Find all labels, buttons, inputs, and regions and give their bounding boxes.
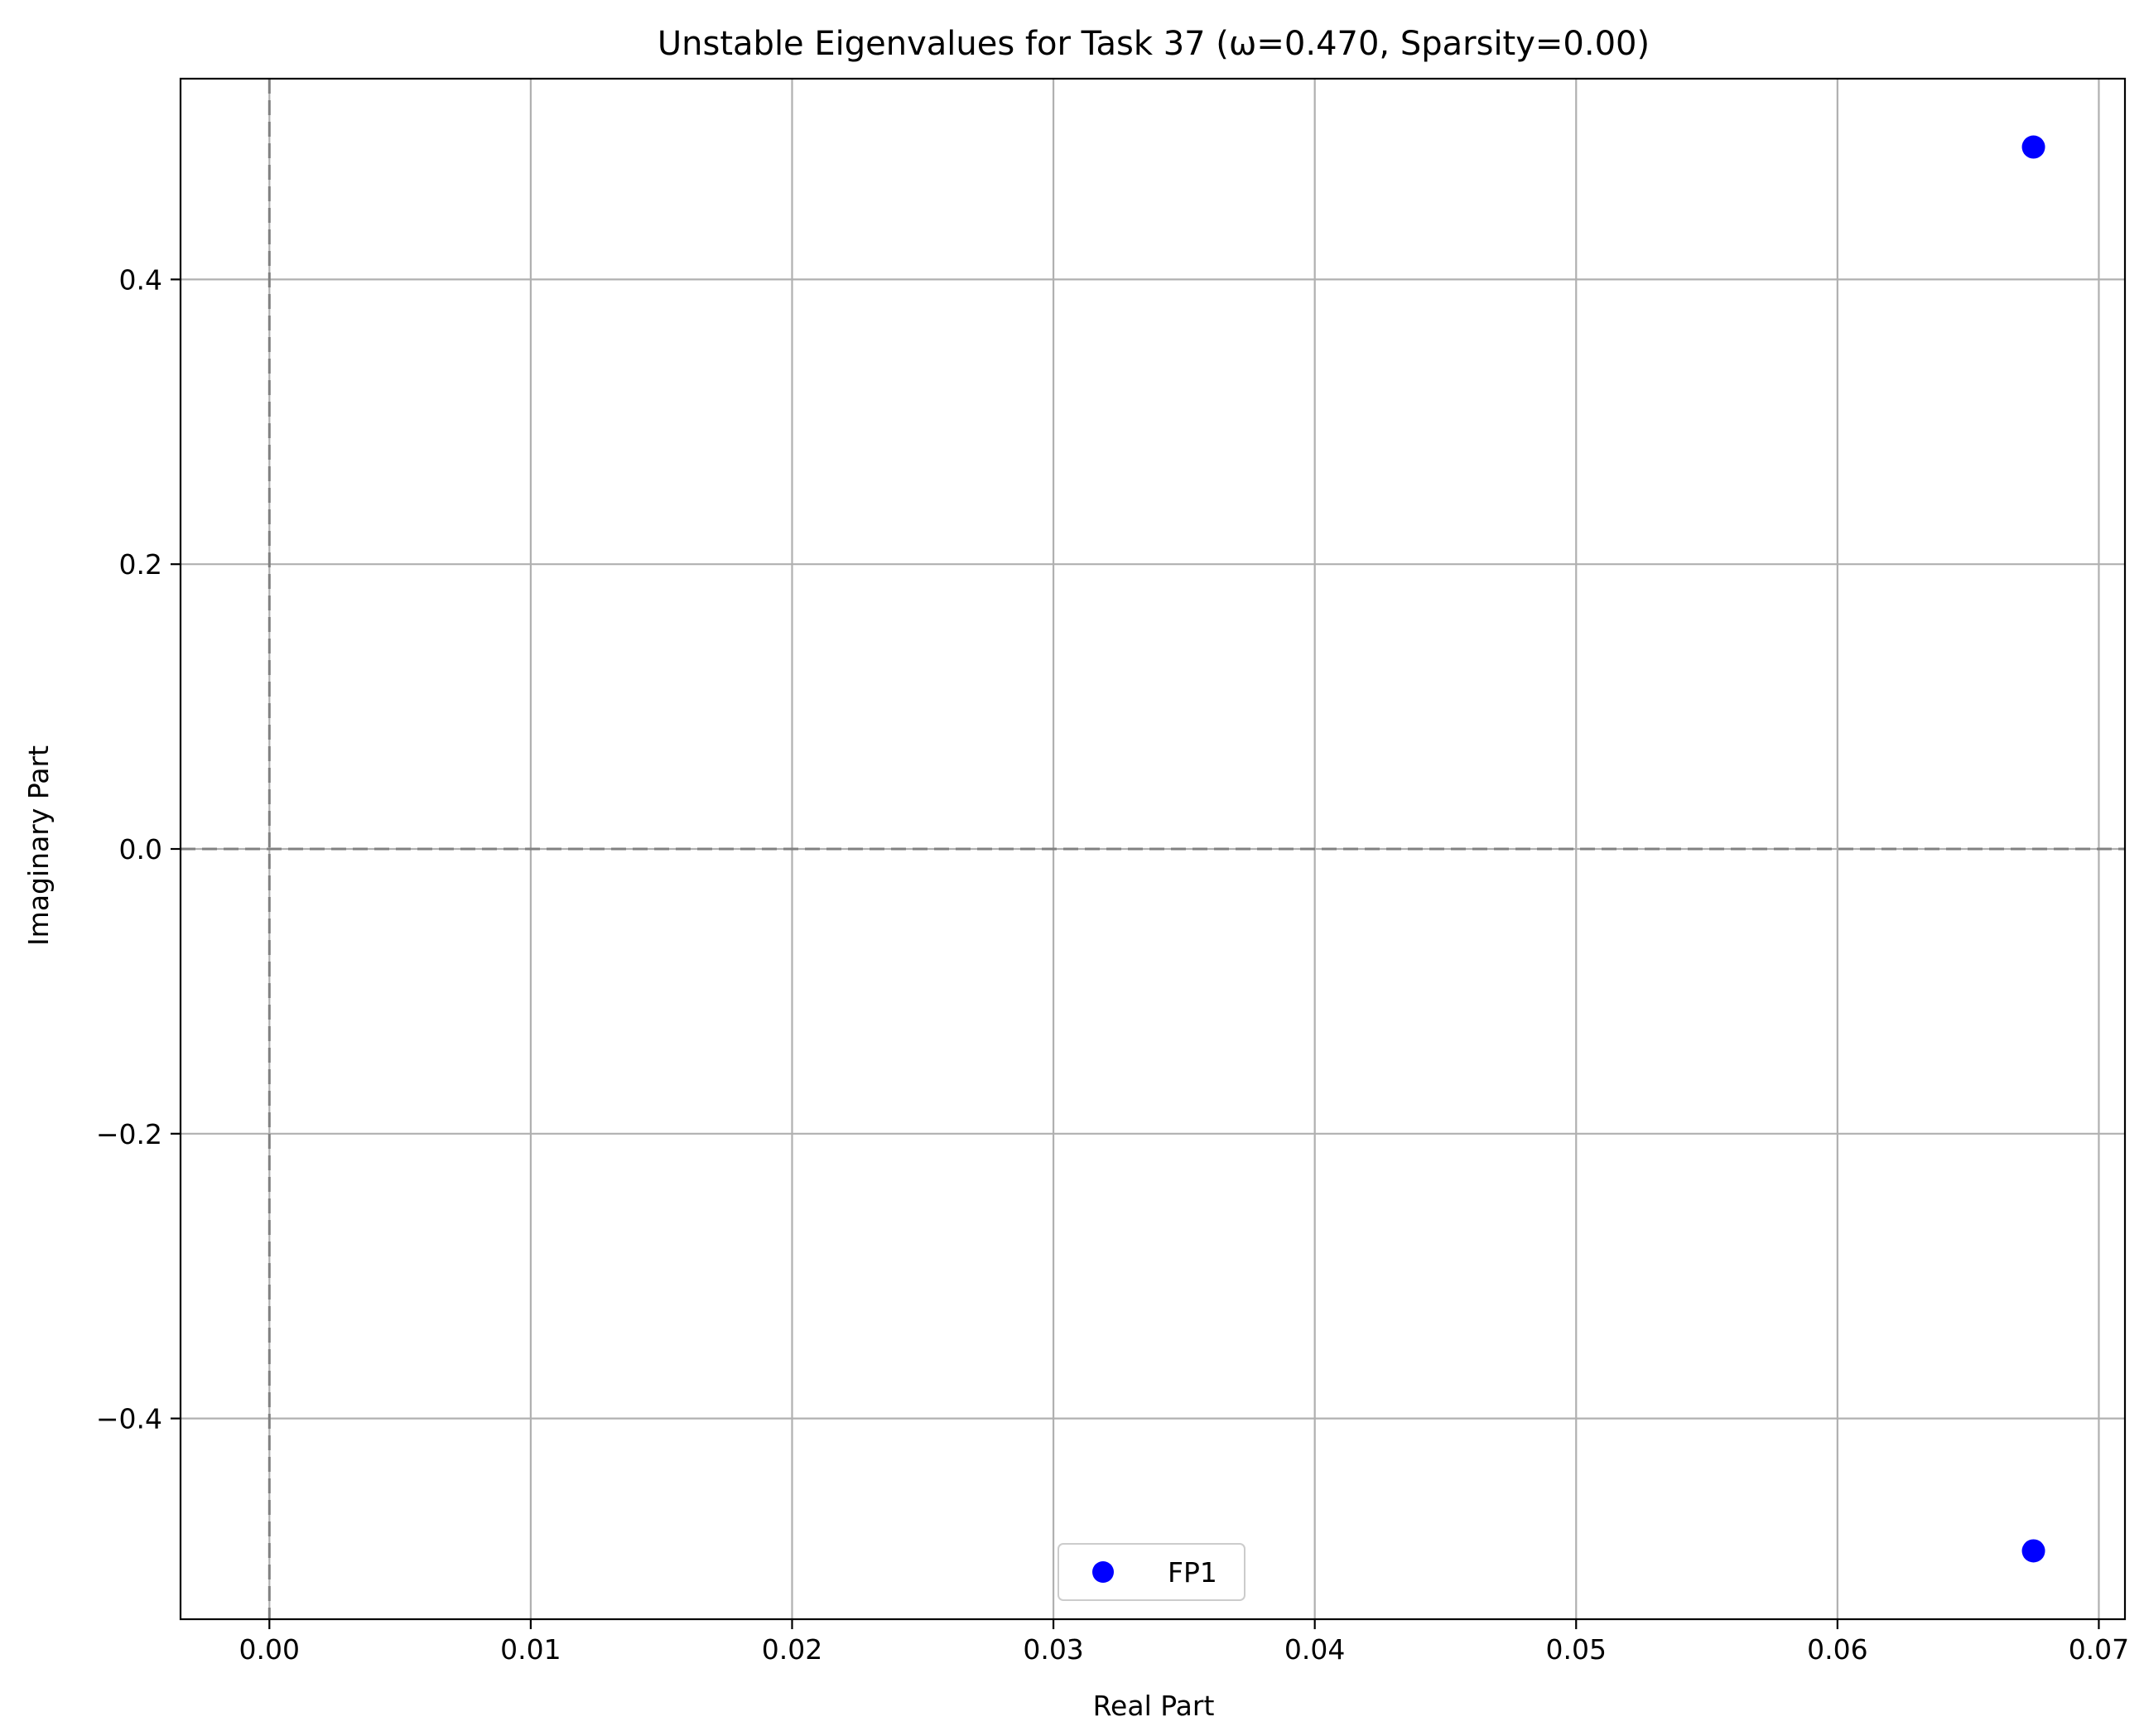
- x-tick-label-7: 0.07: [2069, 1633, 2129, 1666]
- chart-title: Unstable Eigenvalues for Task 37 (ω=0.47…: [658, 25, 1650, 63]
- data-point-0-0: [2021, 135, 2045, 159]
- x-tick-label-1: 0.01: [500, 1633, 561, 1666]
- legend-box: [1058, 1543, 1245, 1601]
- y-tick-label-0: −0.4: [96, 1403, 162, 1435]
- y-tick-label-1: −0.2: [96, 1118, 162, 1150]
- legend-marker: [1092, 1561, 1114, 1583]
- x-tick-label-2: 0.02: [762, 1633, 822, 1666]
- y-tick-label-4: 0.4: [119, 263, 162, 296]
- x-tick-label-0: 0.00: [239, 1633, 300, 1666]
- x-axis-label: Real Part: [1093, 1690, 1215, 1722]
- y-tick-labels: −0.4 −0.2 0.0 0.2 0.4: [96, 263, 162, 1435]
- legend-label-fp1: FP1: [1168, 1556, 1217, 1589]
- x-tick-labels: 0.00 0.01 0.02 0.03 0.04 0.05 0.06 0.07: [239, 1633, 2130, 1666]
- y-tick-label-3: 0.2: [119, 548, 162, 581]
- x-tick-label-3: 0.03: [1023, 1633, 1083, 1666]
- data-points: [2021, 135, 2045, 1563]
- data-point-0-1: [2021, 1539, 2045, 1563]
- axis-ticks: [171, 278, 2100, 1629]
- x-tick-label-6: 0.06: [1807, 1633, 1867, 1666]
- y-tick-label-2: 0.0: [119, 833, 162, 866]
- legend: FP1: [1058, 1543, 1245, 1601]
- y-axis-label: Imaginary Part: [22, 745, 55, 946]
- x-tick-label-4: 0.04: [1284, 1633, 1345, 1666]
- x-tick-label-5: 0.05: [1546, 1633, 1607, 1666]
- reference-lines: [181, 79, 2125, 1619]
